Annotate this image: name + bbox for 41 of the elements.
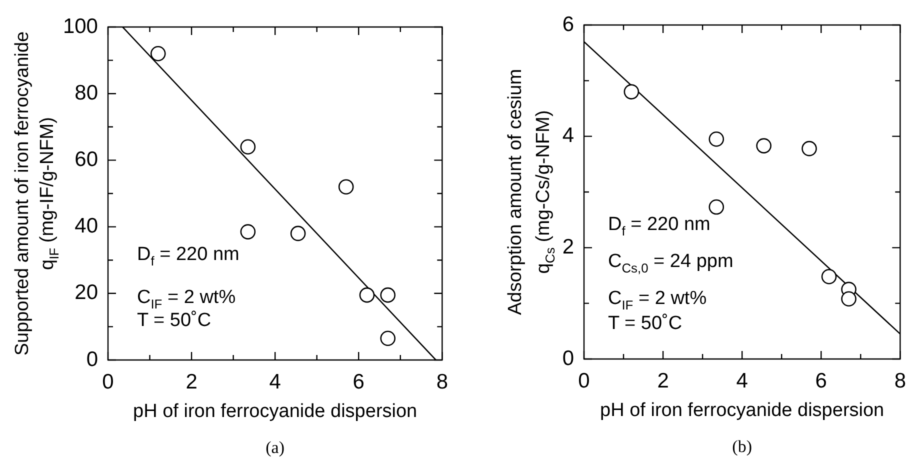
point <box>380 330 396 346</box>
x-tick-label: 8 <box>436 370 448 394</box>
point <box>756 138 772 154</box>
point <box>240 224 256 240</box>
y-tick-label: 100 <box>62 14 98 38</box>
x-tick-label: 0 <box>578 369 590 392</box>
text: (b) <box>732 437 752 456</box>
x-axis-title: pH of iron ferrocyanide dispersion <box>133 401 418 422</box>
x-tick-label: 8 <box>894 369 906 392</box>
point <box>821 268 837 284</box>
point <box>150 46 166 62</box>
y-tick-label: 6 <box>562 12 574 36</box>
annotation: T = 50˚C <box>137 310 212 331</box>
point <box>338 179 354 194</box>
y-tick-label: 60 <box>74 148 98 171</box>
y-tick-label: 4 <box>562 124 574 148</box>
point <box>290 226 306 242</box>
annotation: T = 50˚C <box>608 313 682 334</box>
y-tick-label: 0 <box>86 348 98 371</box>
x-tick-label: 6 <box>815 369 827 392</box>
point <box>380 287 396 303</box>
text: (a) <box>266 438 285 457</box>
point <box>841 291 856 307</box>
point <box>802 140 817 156</box>
point <box>240 139 256 155</box>
x-tick-label: 2 <box>186 370 198 394</box>
point <box>708 199 724 215</box>
point <box>624 84 640 100</box>
x-tick-label: 4 <box>736 369 748 392</box>
x-tick-label: 6 <box>352 370 364 394</box>
y-tick-label: 20 <box>74 281 98 304</box>
point <box>708 131 724 147</box>
y-tick-label: 80 <box>74 81 98 104</box>
x-tick-label: 2 <box>657 369 669 392</box>
x-tick-label: 0 <box>102 370 114 394</box>
y-tick-label: 0 <box>562 346 574 370</box>
y-tick-label: 40 <box>74 214 98 238</box>
x-tick-label: 4 <box>269 370 282 394</box>
x-axis-title: pH of iron ferrocyanide dispersion <box>600 400 884 421</box>
y-tick-label: 2 <box>562 235 574 258</box>
point <box>359 287 375 303</box>
